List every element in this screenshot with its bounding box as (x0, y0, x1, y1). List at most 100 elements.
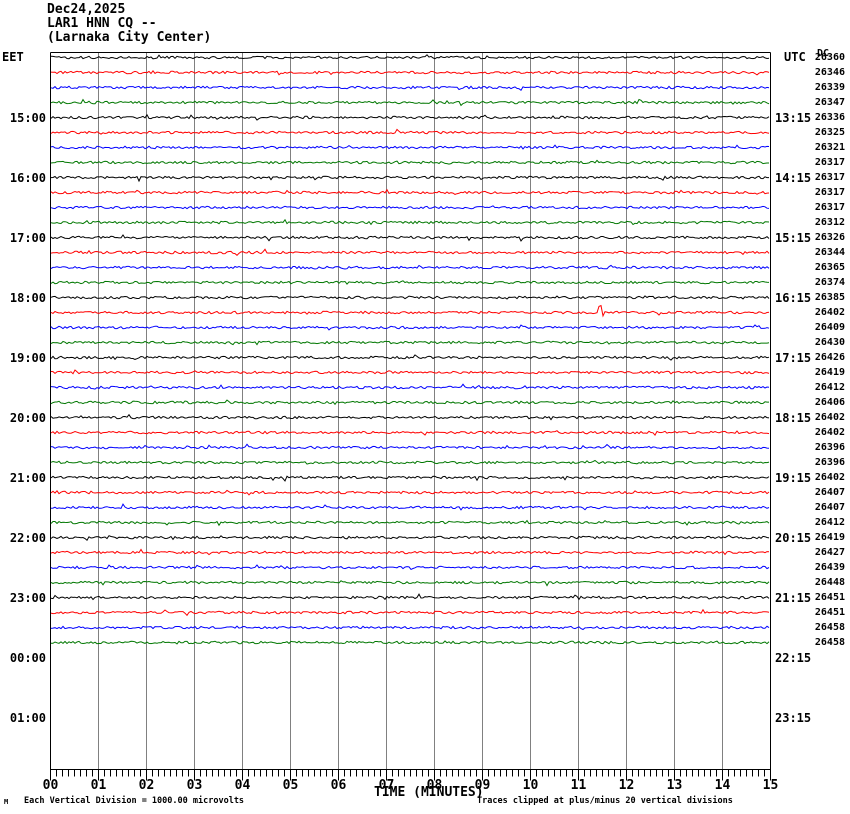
seismogram-trace (50, 369, 770, 375)
dc-value: 26407 (814, 501, 845, 513)
header-station: LAR1 HNN CQ -- (47, 16, 157, 31)
seismogram-trace (50, 234, 770, 242)
x-tick-label: 02 (138, 778, 155, 793)
seismogram-trace (50, 640, 770, 645)
seismogram-trace (50, 159, 769, 165)
dc-value: 26360 (814, 51, 845, 63)
x-tick-label: 01 (90, 778, 107, 793)
seismogram-trace (50, 489, 770, 496)
dc-value: 26365 (814, 261, 845, 273)
seismogram-trace (50, 295, 770, 300)
seismogram-trace (50, 85, 770, 92)
seismogram-trace (50, 399, 769, 406)
right-axis-timezone-label: UTC (784, 50, 806, 64)
seismogram-trace (50, 354, 770, 361)
dc-value: 26427 (814, 546, 845, 558)
seismogram-trace (50, 248, 770, 256)
seismogram-trace (50, 144, 770, 150)
dc-value: 26374 (814, 276, 845, 288)
right-hour-label: 23:15 (775, 710, 812, 725)
x-tick-label: 12 (618, 778, 635, 793)
dc-value: 26458 (814, 636, 845, 648)
left-hour-label: 22:00 (9, 530, 46, 545)
right-hour-label: 15:15 (775, 230, 812, 245)
x-tick-label: 09 (474, 778, 491, 793)
x-tick-label: 15 (762, 778, 779, 793)
x-axis-title: TIME (MINUTES) (374, 785, 484, 800)
dc-value: 26317 (814, 186, 845, 198)
left-hour-label: 23:00 (9, 590, 46, 605)
dc-value: 26325 (814, 126, 845, 138)
left-hour-label: 15:00 (9, 110, 46, 125)
dc-value: 26407 (814, 486, 845, 498)
left-hour-label: 21:00 (9, 470, 46, 485)
x-tick-label: 08 (426, 778, 443, 793)
seismogram-trace (50, 383, 770, 390)
seismogram-trace (50, 430, 770, 436)
seismogram-trace (50, 175, 769, 183)
dc-value: 26385 (814, 291, 845, 303)
left-hour-label: 20:00 (9, 410, 46, 425)
dc-value: 26347 (814, 96, 845, 108)
dc-value: 26321 (814, 141, 845, 153)
dc-value: 26396 (814, 441, 845, 453)
dc-value: 26317 (814, 171, 845, 183)
x-tick-label: 07 (378, 778, 395, 793)
right-hour-label: 17:15 (775, 350, 812, 365)
seismogram-trace (50, 519, 770, 527)
x-tick-label: 11 (570, 778, 587, 793)
right-hour-label: 18:15 (775, 410, 812, 425)
dc-value: 26458 (814, 621, 845, 633)
seismogram-trace (50, 69, 770, 76)
dc-column-header: DC (817, 48, 830, 59)
dc-value: 26396 (814, 456, 845, 468)
seismogram-trace (50, 564, 770, 571)
x-tick-label: 00 (42, 778, 59, 793)
seismogram-trace (50, 113, 770, 121)
dc-value: 26419 (814, 366, 845, 378)
dc-value: 26412 (814, 516, 845, 528)
scale-note: Each Vertical Division = 1000.00 microvo… (24, 796, 245, 806)
dc-value: 26312 (814, 216, 845, 228)
right-hour-label: 22:15 (775, 650, 812, 665)
right-hour-label: 20:15 (775, 530, 812, 545)
dc-value: 26402 (814, 471, 845, 483)
seismogram-trace (50, 205, 770, 210)
seismogram-trace (50, 534, 770, 541)
dc-value: 26344 (814, 246, 845, 258)
left-hour-label: 00:00 (9, 650, 46, 665)
right-hour-label: 21:15 (775, 590, 812, 605)
seismogram-trace (50, 580, 770, 587)
left-hour-label: 18:00 (9, 290, 46, 305)
dc-value: 26451 (814, 591, 845, 603)
x-tick-label: 14 (714, 778, 731, 793)
right-hour-label: 16:15 (775, 290, 812, 305)
dc-value: 26402 (814, 306, 845, 318)
dc-value: 26409 (814, 321, 845, 333)
header-location: (Larnaka City Center) (47, 30, 212, 45)
seismogram-trace (50, 218, 770, 226)
seismogram-trace (50, 324, 770, 331)
x-tick-label: 13 (666, 778, 683, 793)
seismogram-trace (50, 188, 770, 195)
right-hour-label: 19:15 (775, 470, 812, 485)
seismogram-trace (50, 459, 770, 465)
dc-value: 26402 (814, 426, 845, 438)
left-axis-timezone-label: EET (2, 50, 24, 64)
right-hour-label: 14:15 (775, 170, 812, 185)
seismogram-trace (50, 304, 770, 318)
dc-value: 26317 (814, 201, 845, 213)
watermark-mark: M (4, 798, 9, 806)
dc-value: 26448 (814, 576, 845, 588)
dc-value: 26317 (814, 156, 845, 168)
left-hour-label: 19:00 (9, 350, 46, 365)
seismogram-trace (50, 340, 770, 346)
dc-value: 26406 (814, 396, 845, 408)
seismogram-trace (50, 503, 770, 511)
seismogram-trace (50, 413, 770, 421)
x-tick-label: 04 (234, 778, 251, 793)
x-tick-label: 03 (186, 778, 203, 793)
dc-value: 26412 (814, 381, 845, 393)
